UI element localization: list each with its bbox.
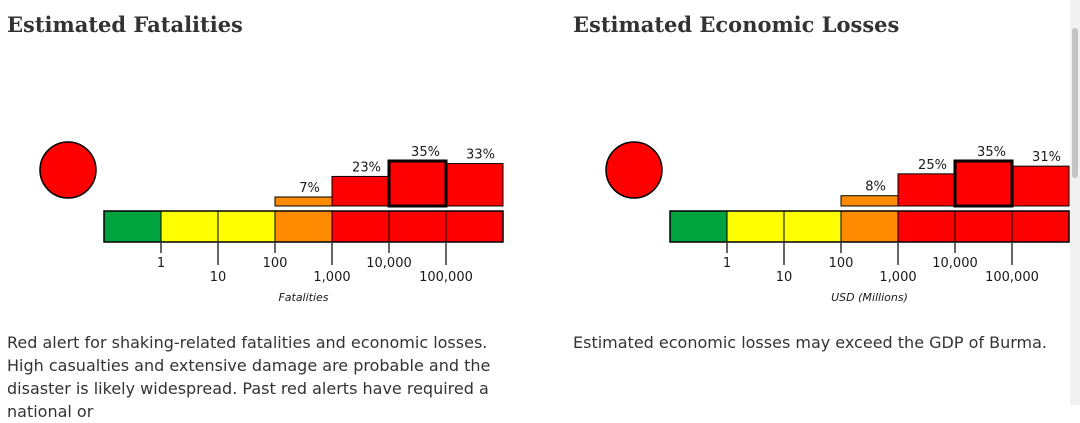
fatalities-scale-segment-1 — [160, 210, 219, 243]
fatalities-tick-label-3: 1,000 — [313, 270, 350, 285]
fatalities-scale-segment-4 — [331, 210, 390, 243]
economic-losses-panel: Estimated Economic Losses 8% 25% 35% 31% 1 10… — [566, 0, 1070, 405]
economic-losses-bar-label-4: 25% — [918, 158, 947, 173]
fatalities-scale-segment-5 — [388, 210, 447, 243]
fatalities-bar-label-4: 23% — [352, 160, 381, 175]
fatalities-tick-label-0: 1 — [157, 256, 165, 271]
economic-losses-scale-segment-6 — [1011, 210, 1070, 243]
economic-losses-scale-segment-0 — [669, 210, 728, 243]
fatalities-bar-5 — [387, 159, 448, 208]
economic-losses-bar-label-6: 31% — [1032, 150, 1061, 165]
economic-losses-scale-segment-4 — [897, 210, 956, 243]
scrollbar-thumb[interactable] — [1072, 28, 1078, 178]
fatalities-panel: Estimated Fatalities 7% 23% 35% 33% 1 10 100 1,… — [0, 0, 540, 421]
fatalities-bar-6 — [445, 163, 504, 207]
economic-losses-tick-label-2: 100 — [829, 256, 854, 271]
economic-losses-bar-3 — [840, 195, 899, 207]
economic-losses-highlight-outline — [953, 159, 1014, 208]
page-scrollbar[interactable] — [1070, 0, 1080, 405]
fatalities-scale-segment-2 — [217, 210, 276, 243]
economic-losses-scale-outline — [669, 210, 1070, 243]
economic-losses-tick-label-0: 1 — [723, 256, 731, 271]
economic-losses-description: Estimated economic losses may exceed the… — [573, 333, 1047, 352]
fatalities-tick-label-5: 100,000 — [419, 270, 473, 285]
economic-losses-bar-4 — [897, 173, 956, 207]
fatalities-tick-label-4: 10,000 — [366, 256, 412, 271]
fatalities-chart: 7% 23% 35% 33% 1 10 100 1,000 10,000 100,000 Fatal… — [39, 141, 504, 304]
fatalities-axis-label: Fatalities — [278, 291, 328, 304]
fatalities-alert-circle — [39, 141, 97, 199]
fatalities-highlight-outline — [387, 159, 448, 208]
fatalities-scale-segment-3 — [274, 210, 333, 243]
economic-losses-heading: Estimated Economic Losses — [573, 12, 900, 37]
economic-losses-axis-label: USD (Millions) — [831, 291, 908, 304]
economic-losses-scale-segment-5 — [954, 210, 1013, 243]
economic-losses-tick-label-3: 1,000 — [879, 270, 916, 285]
fatalities-scale-segment-6 — [445, 210, 504, 243]
economic-losses-tick-label-1: 10 — [776, 270, 793, 285]
economic-losses-tick-label-4: 10,000 — [932, 256, 978, 271]
fatalities-description: Red alert for shaking-related fatalities… — [7, 333, 491, 421]
fatalities-tick-label-2: 100 — [263, 256, 288, 271]
fatalities-tick-label-1: 10 — [210, 270, 227, 285]
economic-losses-bar-5 — [953, 159, 1014, 208]
fatalities-bar-label-3: 7% — [299, 181, 320, 196]
economic-losses-chart: 8% 25% 35% 31% 1 10 100 1,000 10,000 100,000 USD (… — [605, 141, 1070, 304]
fatalities-heading: Estimated Fatalities — [7, 12, 243, 37]
economic-losses-bar-label-3: 8% — [865, 180, 886, 195]
economic-losses-tick-label-5: 100,000 — [985, 270, 1039, 285]
economic-losses-scale-segment-1 — [726, 210, 785, 243]
economic-losses-bar-label-5: 35% — [977, 145, 1006, 160]
fatalities-scale-segment-0 — [103, 210, 162, 243]
fatalities-bar-label-6: 33% — [466, 148, 495, 163]
fatalities-scale-outline — [103, 210, 504, 243]
economic-losses-scale-segment-3 — [840, 210, 899, 243]
fatalities-bar-3 — [274, 196, 333, 207]
fatalities-bar-label-5: 35% — [411, 145, 440, 160]
fatalities-bar-4 — [331, 175, 390, 207]
economic-losses-alert-circle — [605, 141, 663, 199]
economic-losses-scale-segment-2 — [783, 210, 842, 243]
economic-losses-bar-6 — [1011, 165, 1070, 207]
